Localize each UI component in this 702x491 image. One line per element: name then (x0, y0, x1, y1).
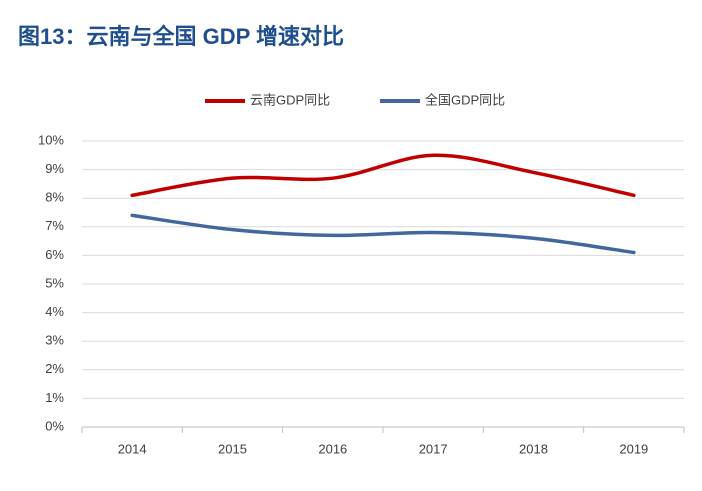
y-tick-label: 5% (45, 275, 64, 290)
y-tick-label: 1% (45, 390, 64, 405)
y-tick-label: 7% (45, 218, 64, 233)
x-tick-label: 2014 (118, 441, 147, 456)
y-tick-label: 4% (45, 304, 64, 319)
y-tick-label: 6% (45, 247, 64, 262)
y-tick-label: 10% (38, 132, 64, 147)
x-tick-label: 2015 (218, 441, 247, 456)
line (130, 213, 636, 255)
chart-title: 图13：云南与全国 GDP 增速对比 (18, 24, 344, 49)
y-tick-label: 0% (45, 418, 64, 433)
y-tick-label: 2% (45, 361, 64, 376)
y-tick-label: 3% (45, 333, 64, 348)
x-tick-label: 2016 (318, 441, 347, 456)
x-tick-label: 2019 (619, 441, 648, 456)
legend-label: 全国GDP同比 (425, 92, 505, 107)
x-tick-label: 2017 (419, 441, 448, 456)
y-tick-label: 9% (45, 161, 64, 176)
x-tick-label: 2018 (519, 441, 548, 456)
y-tick-label: 8% (45, 190, 64, 205)
line (130, 153, 636, 198)
legend-label: 云南GDP同比 (250, 92, 330, 107)
